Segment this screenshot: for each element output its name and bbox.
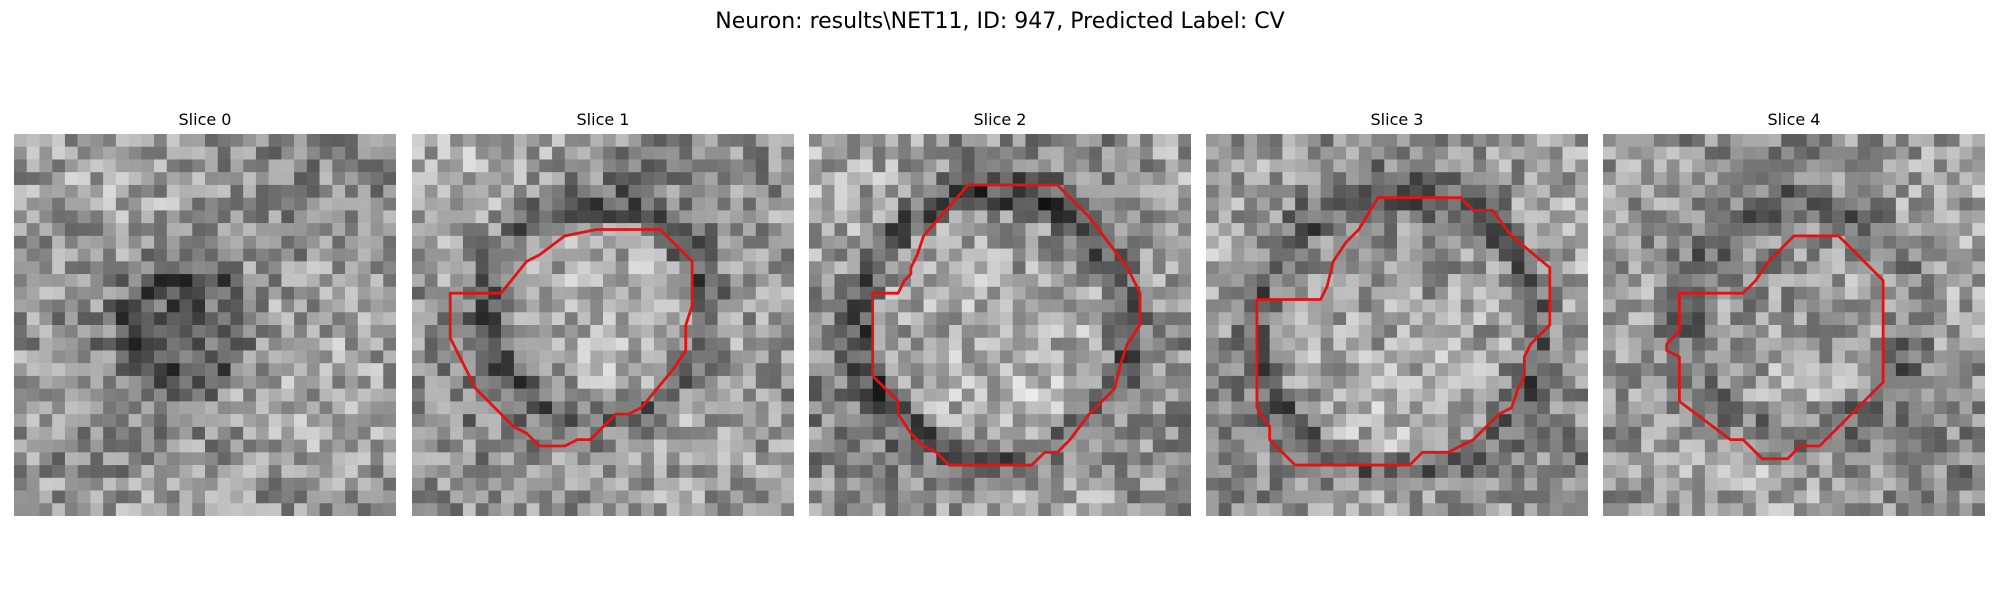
slice-panel-0: Slice 0 xyxy=(14,108,396,518)
slice-title-2: Slice 2 xyxy=(973,110,1027,129)
cell-contour-2 xyxy=(871,183,1142,467)
slice-image-3 xyxy=(1206,134,1588,516)
slice-title-3: Slice 3 xyxy=(1370,110,1424,129)
cell-contour-4 xyxy=(1665,234,1885,461)
slice-panel-4: Slice 4 xyxy=(1603,108,1985,518)
slice-image-1 xyxy=(412,134,794,516)
slice-title-4: Slice 4 xyxy=(1767,110,1821,129)
slice-panel-2: Slice 2 xyxy=(809,108,1191,518)
cell-contour-3 xyxy=(1255,196,1552,467)
slice-title-0: Slice 0 xyxy=(178,110,232,129)
slice-image-0 xyxy=(14,134,396,516)
slice-panel-3: Slice 3 xyxy=(1206,108,1588,518)
slice-image-4 xyxy=(1603,134,1985,516)
slice-image-2 xyxy=(809,134,1191,516)
slice-title-1: Slice 1 xyxy=(576,110,630,129)
cell-contour-1 xyxy=(448,228,694,448)
figure-title: Neuron: results\NET11, ID: 947, Predicte… xyxy=(715,9,1285,34)
slice-panel-1: Slice 1 xyxy=(412,108,794,518)
